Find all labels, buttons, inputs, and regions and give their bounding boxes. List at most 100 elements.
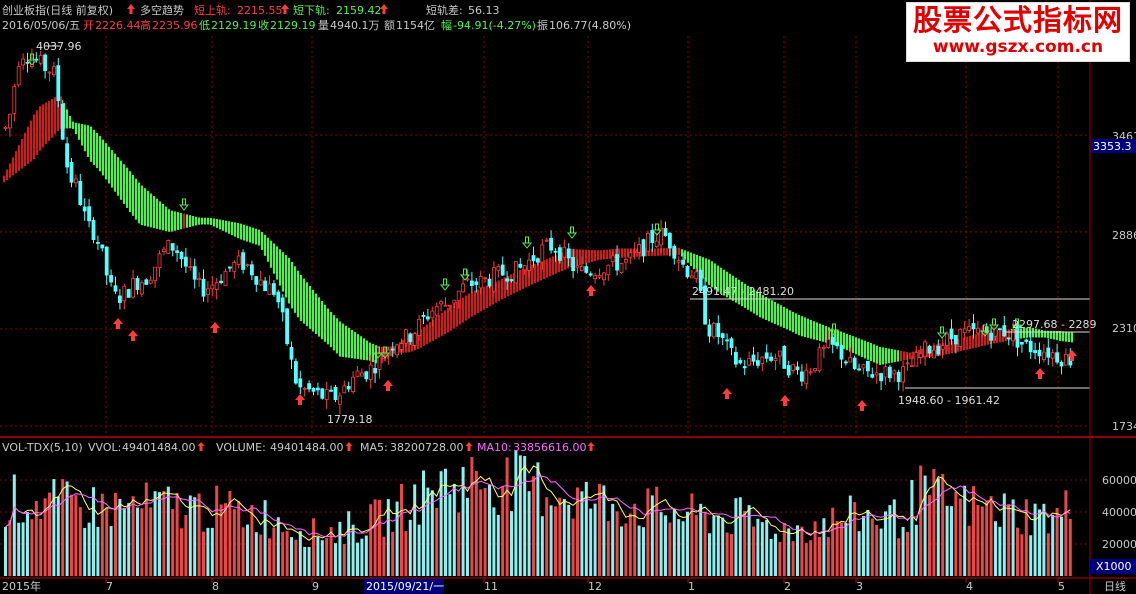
candle-body	[364, 371, 369, 380]
candle-body	[641, 239, 646, 257]
candle-body	[888, 366, 892, 379]
low-label: 低	[199, 19, 210, 32]
candle-body	[157, 253, 162, 269]
candle-body	[232, 262, 237, 272]
volume-bar	[1046, 533, 1050, 576]
diff-label: 短轨差:	[426, 3, 463, 17]
volume-bar	[171, 508, 175, 576]
volume-bar	[347, 511, 351, 576]
volume-bar	[796, 525, 799, 576]
volume-bar	[576, 487, 579, 576]
cursor-date-label: 2015/09/21/一	[366, 580, 444, 593]
buy-arrow-icon	[383, 380, 393, 391]
volume-bar	[655, 486, 659, 576]
candle-body	[491, 267, 496, 292]
volume-bar	[184, 514, 188, 576]
candle-body	[395, 344, 400, 356]
volume-bar	[1051, 514, 1055, 576]
volume-bar	[378, 499, 381, 576]
candle-body	[311, 387, 316, 392]
candle-body	[320, 388, 325, 399]
volume-bar	[800, 526, 804, 576]
candle-body	[544, 239, 549, 242]
volume-bar	[78, 507, 82, 576]
candle-body	[210, 284, 215, 290]
volume-bar	[650, 495, 654, 576]
candle-body	[324, 389, 329, 400]
candle-body	[914, 352, 919, 367]
volume-bar	[1011, 499, 1015, 576]
candle-body	[734, 352, 738, 365]
volume-bar	[320, 540, 324, 576]
volume-unit-label: X1000	[1096, 560, 1132, 573]
sell-arrow-icon	[988, 318, 1000, 331]
volume-bar	[756, 518, 760, 576]
candle-body	[21, 58, 26, 66]
open-value: 2226.44	[95, 19, 141, 32]
candle-body	[359, 372, 364, 377]
range1-label: 2491.47 - 2481.20	[692, 285, 794, 298]
candle-body	[1002, 325, 1007, 337]
volume-bar	[430, 490, 434, 576]
volume-bar	[162, 490, 166, 576]
candle-body	[760, 356, 765, 364]
candle-body	[936, 345, 941, 355]
volume-bar	[276, 517, 280, 576]
sell-arrow-icon	[439, 278, 451, 291]
watermark-url: www.gszx.com.cn	[932, 37, 1104, 57]
candle-body	[1028, 340, 1033, 353]
change-label: 幅	[441, 19, 452, 32]
sell-arrow-icon	[379, 346, 391, 359]
candle-body	[813, 368, 817, 371]
volume-bar	[496, 514, 500, 576]
volume-bar	[787, 528, 791, 576]
candle-body	[355, 370, 360, 377]
volume-bar	[712, 515, 716, 576]
candle-body	[716, 322, 721, 338]
candle-body	[527, 259, 531, 271]
candle-body	[844, 361, 848, 364]
volume-bar	[646, 488, 650, 576]
time-label-aug: 8	[212, 580, 219, 593]
candle-body	[632, 250, 637, 253]
volume-bar	[950, 506, 953, 576]
volume-bar	[96, 526, 100, 576]
candle-body	[1042, 351, 1046, 360]
candle-body	[976, 327, 980, 334]
volume-bar	[1029, 535, 1033, 576]
volume-bar	[452, 483, 456, 576]
candle-body	[104, 246, 109, 276]
candle-body	[751, 354, 756, 362]
candle-body	[835, 342, 839, 347]
volume-bar	[976, 505, 980, 576]
volume-bar	[470, 457, 474, 576]
volume-bar	[21, 522, 25, 576]
candle-body	[729, 338, 734, 349]
change-value: -94.91(-4.27%)	[453, 19, 536, 32]
volume-bar	[668, 522, 672, 576]
candle-body	[954, 334, 958, 345]
candle-body	[738, 360, 743, 364]
volume-bar	[602, 485, 606, 576]
candle-body	[56, 65, 61, 102]
candle-body	[465, 278, 470, 281]
candle-body	[505, 278, 510, 282]
volume-bar	[83, 527, 87, 576]
volume-bar	[1068, 518, 1072, 576]
volume-bar	[967, 525, 971, 576]
candle-body	[861, 364, 866, 369]
candle-body	[650, 230, 655, 243]
volume-bar	[417, 524, 421, 576]
period-label[interactable]: 日线	[1104, 579, 1126, 593]
candle-body	[183, 256, 188, 267]
candle-body	[879, 373, 883, 382]
volume-bar	[791, 541, 795, 576]
candle-body	[782, 345, 787, 369]
candle-body	[800, 371, 804, 382]
candle-body	[434, 306, 439, 316]
watermark-logo: 股票公式指标网 www.gszx.com.cn	[906, 2, 1130, 62]
volume-bar	[1064, 490, 1068, 576]
candle-body	[377, 353, 382, 370]
volume-bar	[501, 486, 505, 576]
